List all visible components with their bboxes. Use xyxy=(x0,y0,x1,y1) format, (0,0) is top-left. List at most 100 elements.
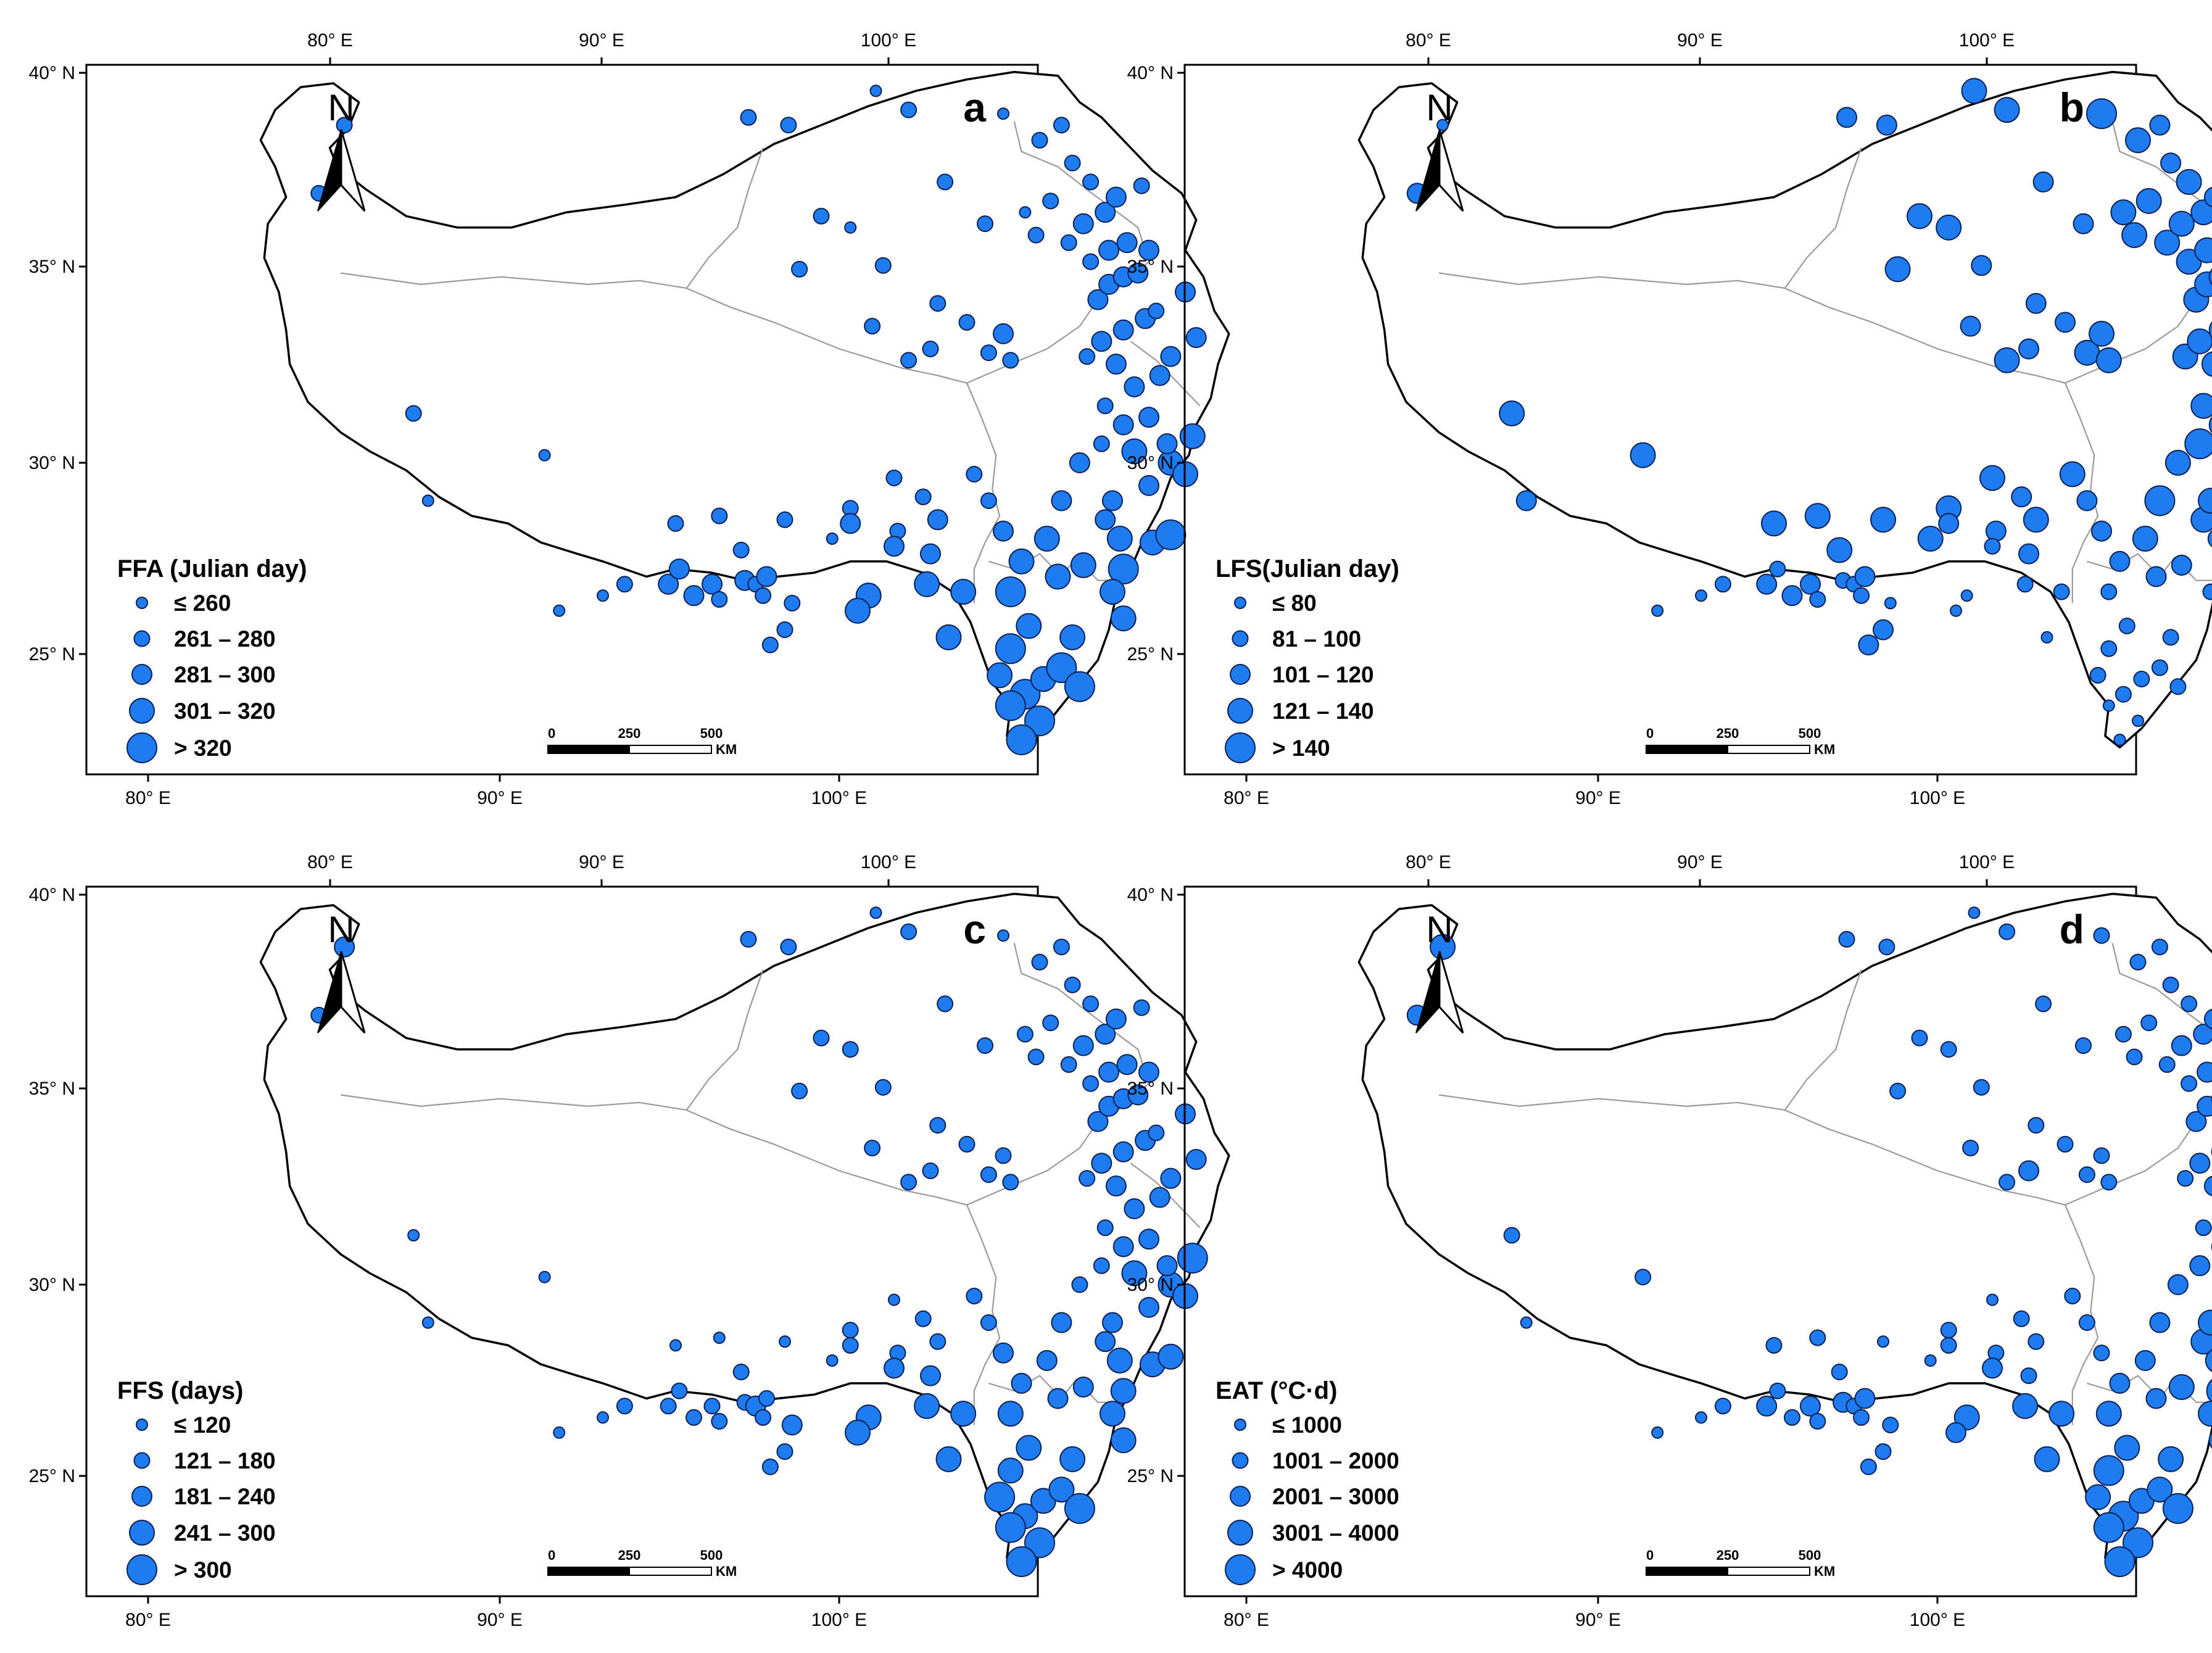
station-marker xyxy=(776,1443,793,1460)
legend-label: 2001 – 3000 xyxy=(1272,1484,1399,1509)
province-boundary xyxy=(686,969,1001,1425)
legend-label: 121 – 180 xyxy=(174,1448,276,1473)
station-marker xyxy=(2194,237,2212,263)
station-marker xyxy=(2168,210,2195,237)
province-boundary xyxy=(1784,147,2099,603)
station-marker xyxy=(2208,416,2212,434)
station-marker xyxy=(1105,1175,1127,1197)
province-boundary xyxy=(1013,121,1150,262)
station-marker xyxy=(1121,438,1148,465)
station-marker xyxy=(2198,1401,2212,1427)
station-marker xyxy=(1874,1443,1892,1460)
station-marker xyxy=(864,1140,881,1157)
station-marker xyxy=(935,1446,962,1472)
station-marker xyxy=(845,1419,871,1446)
station-marker xyxy=(958,313,976,331)
plateau-boundary xyxy=(259,70,1230,749)
legend-label: > 4000 xyxy=(1272,1557,1343,1583)
station-marker xyxy=(2203,1008,2212,1030)
station-marker xyxy=(2208,268,2212,286)
station-marker xyxy=(538,1270,551,1283)
station-marker xyxy=(1938,513,1960,534)
station-marker xyxy=(993,323,1014,344)
station-marker xyxy=(686,1409,702,1426)
station-marker xyxy=(1051,1312,1072,1333)
scale-bar-tick-label: 250 xyxy=(1717,1547,1739,1563)
station-marker xyxy=(2018,338,2039,360)
station-marker xyxy=(1769,1382,1786,1399)
station-marker xyxy=(929,295,947,312)
station-marker xyxy=(740,930,757,948)
left-tick-label: 30° N xyxy=(1127,453,1174,473)
station-marker xyxy=(1695,589,1707,602)
north-label: N xyxy=(328,87,354,128)
station-marker xyxy=(922,341,939,357)
station-marker xyxy=(2089,666,2106,684)
scale-bar-unit: KM xyxy=(1814,742,1835,757)
panel-a: 80° E 90° E 100° E 40° N 35° N 30° N 25° N 80° … xyxy=(29,30,1230,808)
bottom-tick-label: 80° E xyxy=(1224,788,1269,808)
scale-bar-tick-label: 500 xyxy=(700,1547,723,1563)
station-marker xyxy=(966,1288,983,1304)
station-marker xyxy=(813,1029,830,1046)
station-marker xyxy=(791,1082,808,1100)
station-marker xyxy=(1133,177,1150,194)
station-marker xyxy=(2115,1025,2132,1043)
legend-marker xyxy=(1232,630,1249,647)
left-tick-label: 30° N xyxy=(29,1275,75,1295)
station-marker xyxy=(927,509,948,531)
station-marker xyxy=(1002,352,1019,369)
station-marker xyxy=(2129,953,2147,971)
bottom-tick-label: 90° E xyxy=(1575,788,1621,808)
province-boundary xyxy=(2111,943,2212,1032)
top-tick-label: 90° E xyxy=(1677,852,1723,872)
station-marker xyxy=(421,1316,434,1329)
station-marker xyxy=(864,318,881,335)
station-marker xyxy=(2093,1147,2110,1164)
bottom-tick-label: 100° E xyxy=(811,1610,867,1630)
station-marker xyxy=(1002,1174,1019,1191)
station-marker xyxy=(2048,1401,2075,1427)
station-marker xyxy=(2162,629,2179,646)
station-marker xyxy=(668,558,690,580)
station-marker xyxy=(1127,1084,1149,1106)
station-marker xyxy=(2100,640,2118,657)
station-marker xyxy=(1784,1409,1800,1426)
station-marker xyxy=(869,85,882,97)
scale-bar-unit: KM xyxy=(716,1564,737,1579)
legend-label: 1001 – 2000 xyxy=(1272,1448,1399,1473)
station-marker xyxy=(2133,671,2150,687)
station-marker xyxy=(2064,1288,2081,1304)
station-marker xyxy=(1087,1111,1109,1132)
legend-marker xyxy=(131,1486,152,1507)
bottom-tick-label: 80° E xyxy=(1224,1610,1269,1630)
station-marker xyxy=(1994,347,2020,373)
station-marker xyxy=(1809,1329,1826,1346)
station-marker xyxy=(2171,1035,2192,1056)
station-marker xyxy=(1877,1335,1889,1348)
left-tick-label: 25° N xyxy=(1127,1466,1174,1486)
bottom-tick-label: 90° E xyxy=(1575,1610,1621,1630)
station-marker xyxy=(844,221,857,234)
station-marker xyxy=(1024,705,1055,737)
station-marker xyxy=(732,1364,750,1380)
station-marker xyxy=(1499,400,1525,426)
station-marker xyxy=(2203,186,2212,208)
station-marker xyxy=(1985,520,2007,542)
station-marker xyxy=(977,215,993,233)
legend-label: ≤ 260 xyxy=(174,590,231,616)
station-marker xyxy=(1106,1348,1133,1373)
top-tick-label: 100° E xyxy=(1959,30,2015,51)
station-marker xyxy=(1984,537,2001,555)
province-boundary xyxy=(1439,1094,1785,1111)
station-marker xyxy=(1070,552,1096,578)
station-marker xyxy=(1036,1350,1058,1371)
station-marker xyxy=(1105,186,1127,208)
station-marker xyxy=(2100,583,2118,600)
station-marker xyxy=(776,511,793,528)
station-marker xyxy=(2100,1174,2118,1191)
station-marker xyxy=(980,1166,997,1183)
station-marker xyxy=(2171,555,2192,576)
station-marker xyxy=(776,621,793,639)
station-marker xyxy=(1179,423,1206,449)
